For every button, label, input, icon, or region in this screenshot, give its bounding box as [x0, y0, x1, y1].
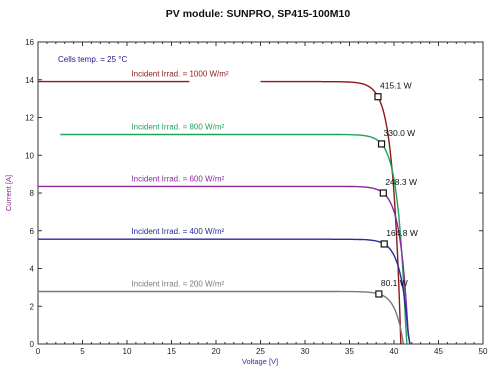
y-tick-label: 10	[25, 151, 34, 160]
iv-curve-series-4	[38, 290, 405, 345]
x-axis-ticks: 0 5 10 15 20 25 30 35 40 45 50	[36, 42, 488, 356]
x-tick-label: 5	[80, 347, 85, 356]
power-label: 80.1 W	[381, 278, 408, 288]
y-tick-label: 4	[30, 265, 35, 274]
power-label: 330.0 W	[384, 128, 416, 138]
x-tick-label: 10	[123, 347, 132, 356]
x-tick-label: 50	[479, 347, 488, 356]
series-label: Incident Irrad. = 600 W/m²	[131, 174, 224, 183]
y-tick-label: 16	[25, 38, 34, 47]
series-label: Incident Irrad. = 400 W/m²	[131, 227, 224, 236]
x-tick-label: 30	[301, 347, 310, 356]
cell-temperature-label: Cells temp. = 25 °C	[58, 55, 127, 64]
x-tick-label: 0	[36, 347, 41, 356]
x-tick-label: 20	[212, 347, 221, 356]
mpp-marker	[380, 240, 388, 248]
series-label: Incident Irrad. = 1000 W/m²	[131, 70, 228, 79]
x-axis-label: Voltage [V]	[242, 357, 278, 366]
chart-title: PV module: SUNPRO, SP415-100M10	[166, 8, 351, 20]
y-tick-label: 14	[25, 76, 34, 85]
x-tick-label: 15	[167, 347, 176, 356]
power-label: 415.1 W	[380, 81, 412, 91]
power-label: 164.8 W	[386, 228, 418, 238]
iv-curve-series-1	[60, 133, 408, 345]
mpp-marker	[374, 93, 382, 101]
y-tick-label: 2	[30, 302, 35, 311]
y-tick-label: 0	[30, 340, 35, 349]
iv-curve-series-2	[38, 185, 411, 345]
mpp-marker	[379, 189, 387, 197]
mpp-marker	[377, 140, 386, 148]
series-label: Incident Irrad. = 200 W/m²	[131, 280, 224, 289]
series-label: Incident Irrad. = 800 W/m²	[131, 122, 224, 131]
iv-curve-series-0	[260, 80, 403, 345]
y-tick-label: 8	[30, 189, 35, 198]
x-tick-label: 35	[345, 347, 354, 356]
power-label: 248.3 W	[385, 177, 417, 187]
x-tick-label: 40	[390, 347, 399, 356]
mpp-marker	[375, 290, 383, 298]
plot-frame	[37, 41, 484, 345]
y-axis-label: Current [A]	[4, 175, 13, 211]
curve-layer: 415.1 W Incident Irrad. = 1000 W/m² 330.0 …	[38, 70, 418, 345]
y-axis-ticks: 0 2 4 6 8 10 12 14 16	[25, 38, 483, 349]
y-tick-label: 6	[30, 227, 35, 236]
x-tick-label: 45	[434, 347, 443, 356]
iv-curve-series-3	[38, 238, 411, 345]
x-tick-label: 25	[256, 347, 265, 356]
y-tick-label: 12	[25, 114, 34, 123]
